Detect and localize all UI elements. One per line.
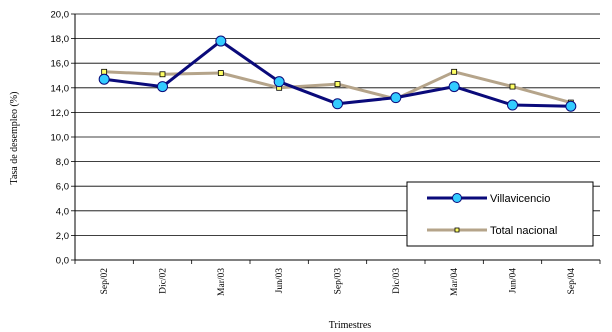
data-point-villavicencio <box>448 81 460 93</box>
data-point-villavicencio <box>507 99 518 111</box>
y-tick-label: 2,0 <box>56 231 69 242</box>
y-tick-label: 20,0 <box>51 10 70 21</box>
y-tick-label: 10,0 <box>51 133 70 144</box>
grid-lines <box>75 13 600 261</box>
x-tick-label: Jun/03 <box>275 268 285 294</box>
legend: Villavicencio Total nacional <box>406 181 594 247</box>
legend-marker-total-nacional <box>454 227 460 233</box>
data-point-total-nacional <box>509 83 516 90</box>
data-point-villavicencio <box>332 98 343 110</box>
data-point-villavicencio <box>215 35 227 47</box>
x-axis-ticks: Sep/02 Dic/02 Mar/03 Jun/03 Sep/03 Dic/03 Mar/… <box>74 260 601 296</box>
legend-marker-villavicencio <box>452 193 462 203</box>
data-point-total-nacional <box>451 68 458 75</box>
data-point-total-nacional <box>159 71 166 78</box>
data-point-villavicencio <box>390 92 402 104</box>
legend-label-villavicencio: Villavicencio <box>490 193 550 205</box>
series-group <box>98 35 577 112</box>
y-tick-label: 4,0 <box>56 206 69 217</box>
y-tick-label: 0,0 <box>56 256 69 267</box>
legend-box <box>406 181 594 247</box>
y-tick-label: 6,0 <box>56 182 69 193</box>
x-tick-label: Jun/04 <box>509 268 519 294</box>
y-tick-label: 18,0 <box>51 34 70 45</box>
x-axis-title: Trimestres <box>329 320 372 331</box>
y-tick-label: 12,0 <box>51 108 70 119</box>
x-tick-label: Mar/03 <box>217 268 227 296</box>
axes <box>74 14 600 261</box>
data-point-villavicencio <box>98 73 110 85</box>
x-tick-label: Sep/03 <box>334 268 344 295</box>
y-tick-label: 16,0 <box>51 59 70 70</box>
data-point-total-nacional <box>217 70 224 76</box>
data-point-total-nacional <box>101 68 108 75</box>
data-point-villavicencio <box>273 76 285 88</box>
y-axis-title: Tasa de desempleo (%) <box>9 92 20 185</box>
y-axis-ticks: 0,0 2,0 4,0 6,0 8,0 10,0 12,0 14,0 16,0 18,0 20,0 <box>51 10 75 267</box>
data-point-total-nacional <box>334 81 341 88</box>
x-tick-label: Mar/04 <box>450 268 460 296</box>
y-tick-label: 8,0 <box>56 157 69 168</box>
data-point-villavicencio <box>565 100 577 112</box>
x-tick-label: Dic/02 <box>159 268 169 294</box>
x-tick-label: Sep/04 <box>567 268 577 295</box>
legend-label-total-nacional: Total nacional <box>490 225 557 237</box>
y-tick-label: 14,0 <box>51 83 70 94</box>
x-tick-label: Dic/03 <box>392 268 402 294</box>
x-tick-label: Sep/02 <box>100 268 110 295</box>
data-point-villavicencio <box>157 81 168 93</box>
